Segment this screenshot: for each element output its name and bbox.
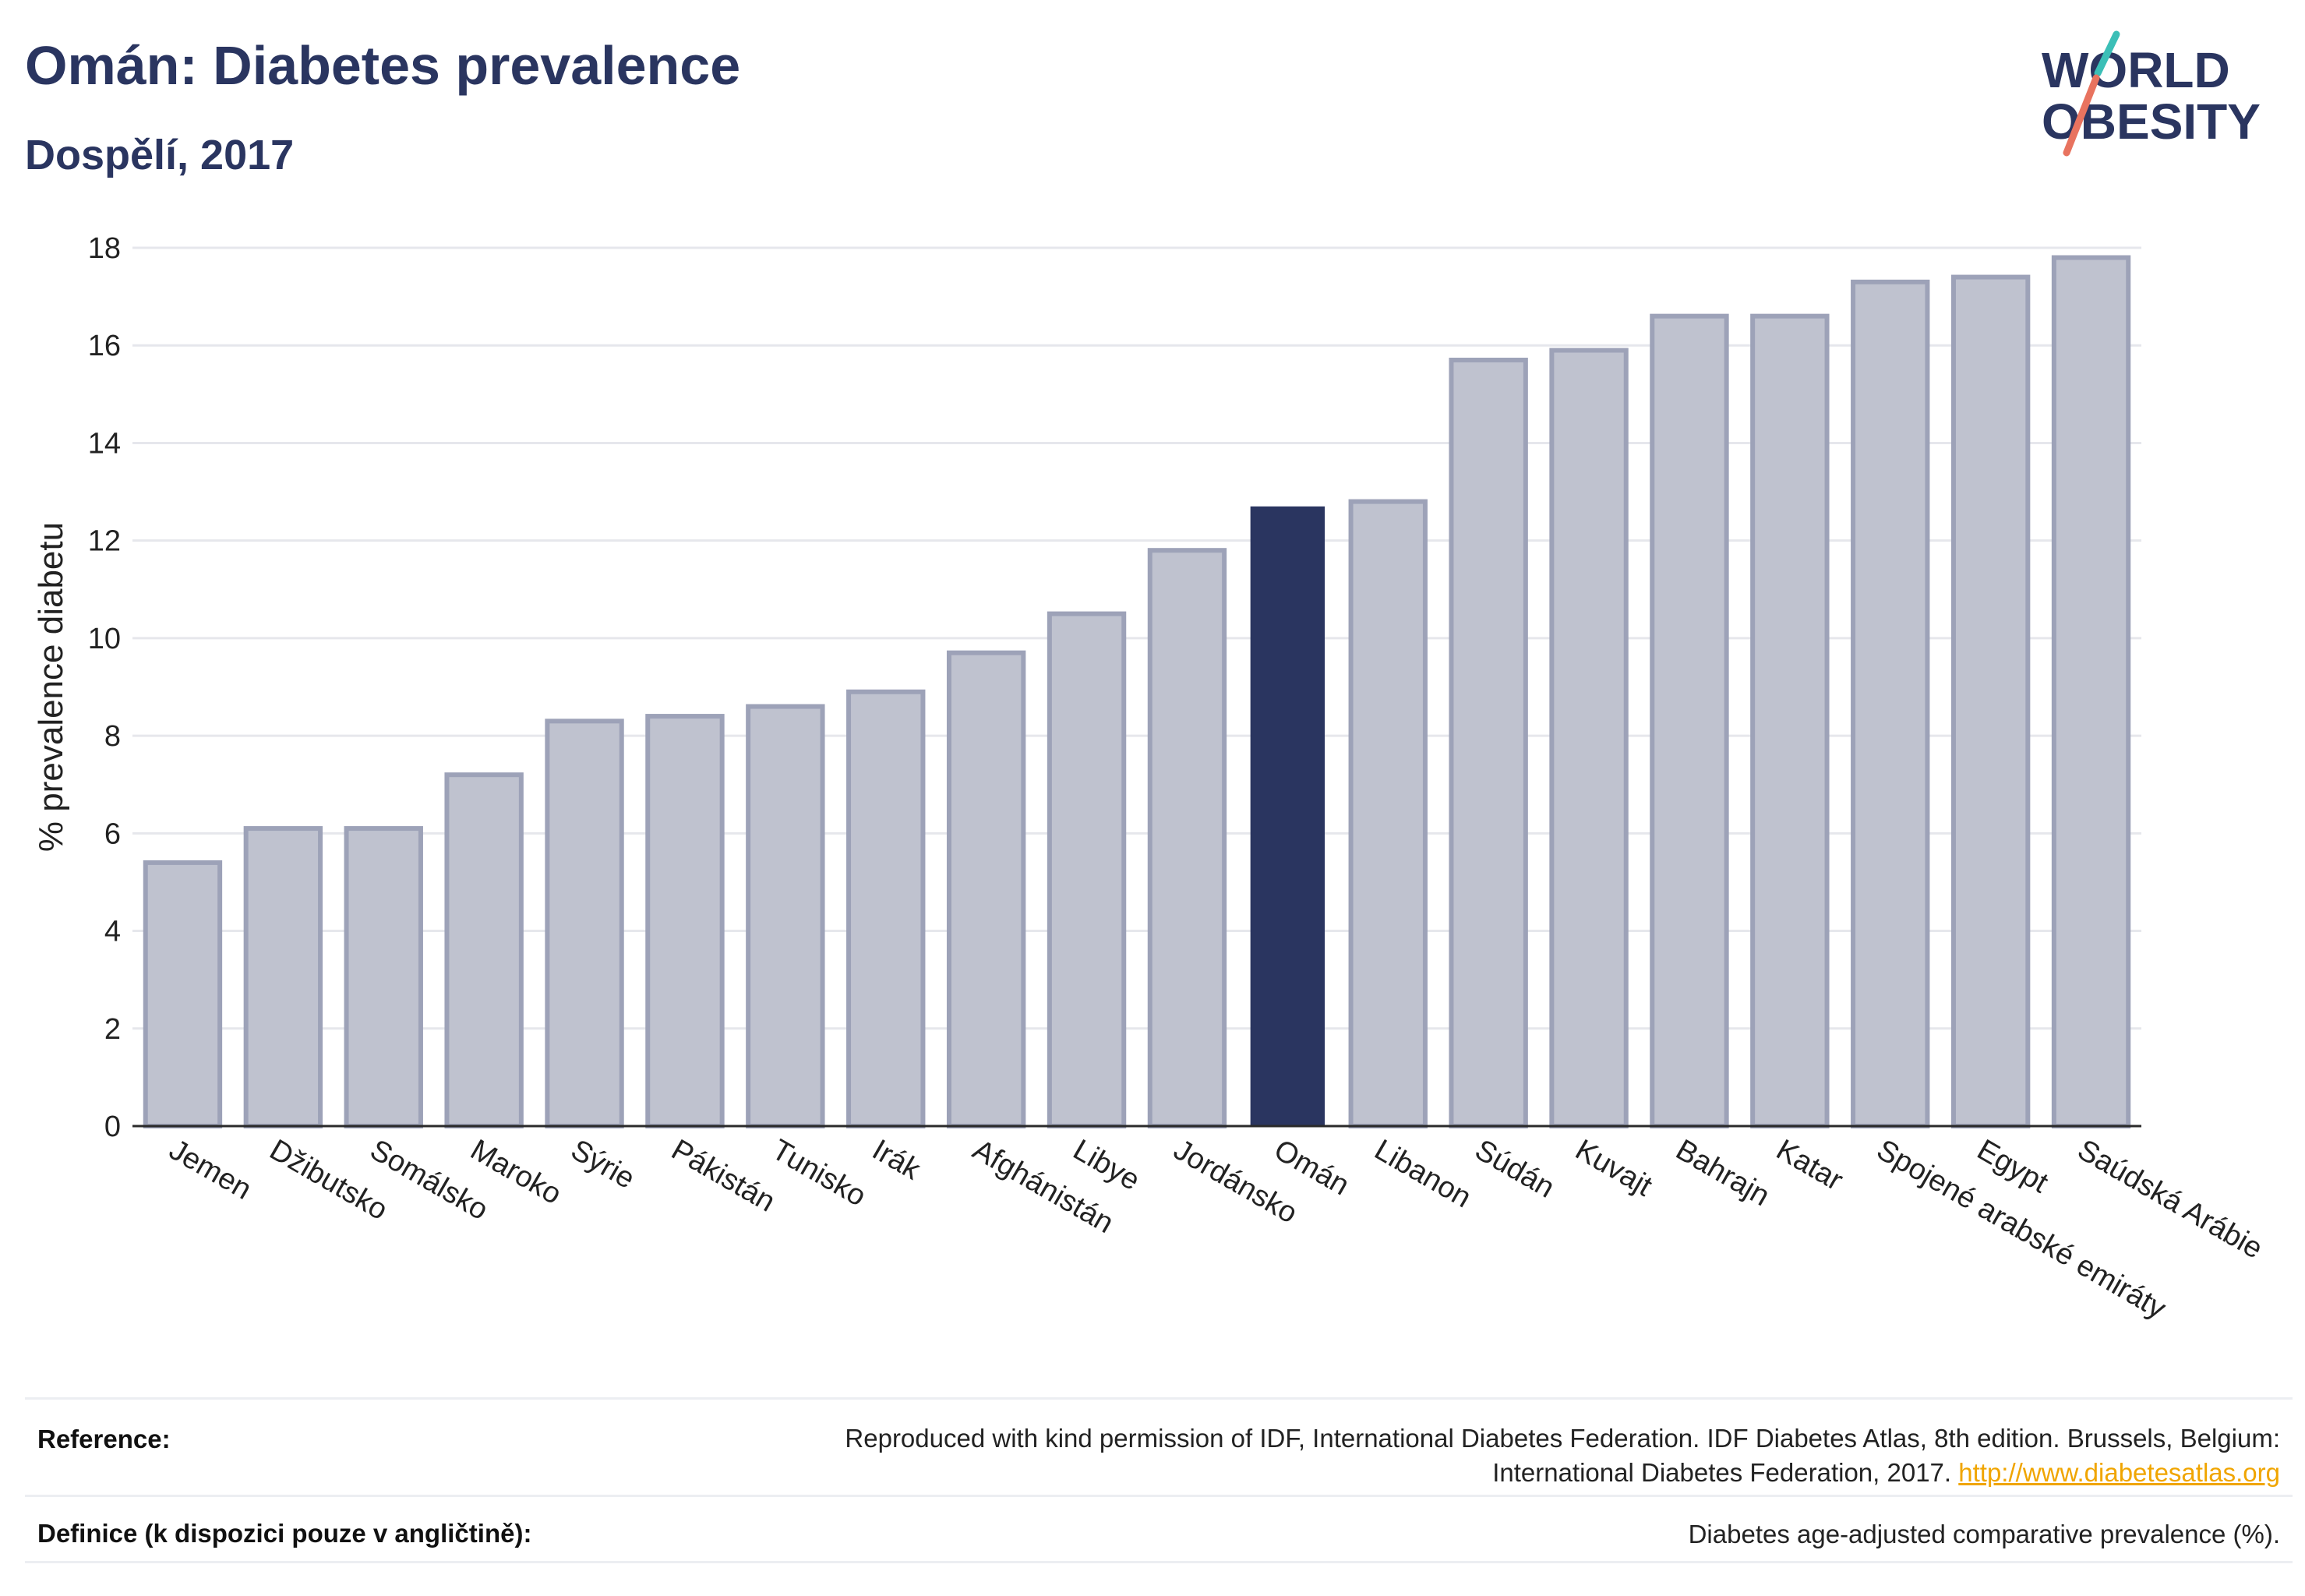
bar-Tunisko[interactable] [746, 704, 825, 1128]
bar-Irák[interactable] [846, 689, 926, 1128]
y-tick-label: 14 [88, 427, 121, 460]
bar-Somálsko[interactable] [344, 826, 423, 1129]
logo-slash-coral [2063, 74, 2100, 157]
world-obesity-logo: WORLD OBESITY [2042, 30, 2261, 157]
bar-Afghánistán[interactable] [946, 650, 1026, 1128]
reference-link[interactable]: http://www.diabetesatlas.org [1958, 1458, 2280, 1487]
bar-Omán[interactable] [1250, 506, 1325, 1126]
x-tick-label: Irák [867, 1133, 927, 1187]
y-tick-label: 0 [104, 1110, 121, 1143]
x-tick-label: Saúdská Arábie [2072, 1133, 2268, 1265]
bar-Egypt[interactable] [1950, 274, 2031, 1129]
x-tick-label: Libye [1068, 1133, 1145, 1197]
bar-Kuvajt[interactable] [1549, 348, 1629, 1128]
bar-Libanon[interactable] [1348, 499, 1428, 1128]
bar-Pákistán[interactable] [645, 714, 725, 1128]
reference-label: Reference: [37, 1425, 171, 1453]
x-tick-label: Tunisko [766, 1133, 871, 1213]
bars [143, 255, 2131, 1129]
bar-Sýrie[interactable] [545, 719, 624, 1128]
x-tick-label: Jemen [164, 1133, 257, 1206]
bar-Jordánsko[interactable] [1147, 548, 1227, 1128]
x-tick-label: Pákistán [665, 1133, 780, 1218]
reference-text: Reproduced with kind permission of IDF, … [845, 1421, 2280, 1490]
y-tick-label: 4 [104, 916, 121, 948]
bar-Jemen[interactable] [143, 860, 223, 1129]
y-tick-label: 18 [88, 232, 121, 265]
y-tick-label: 2 [104, 1013, 121, 1046]
grid-lines [132, 246, 2141, 1030]
chart-subtitle: Dospělí, 2017 [25, 132, 295, 178]
x-tick-label: Sýrie [566, 1133, 641, 1195]
bar-Katar[interactable] [1750, 313, 1830, 1129]
x-tick-label: Súdán [1470, 1133, 1560, 1204]
x-tick-label: Kuvajt [1570, 1133, 1658, 1202]
bar-Libye[interactable] [1047, 611, 1127, 1128]
y-tick-label: 16 [88, 330, 121, 362]
y-tick-label: 12 [88, 525, 121, 558]
footer-definition-row: Definice (k dispozici pouze v angličtině… [25, 1495, 2293, 1563]
bar-Saúdská Arábie[interactable] [2051, 255, 2131, 1128]
definition-label: Definice (k dispozici pouze v angličtině… [37, 1519, 532, 1548]
bar-Džibutsko[interactable] [243, 826, 323, 1129]
x-tick-label: Bahrajn [1670, 1133, 1774, 1213]
footer-reference-row: Reference: Reproduced with kind permissi… [25, 1397, 2293, 1495]
reference-line1: Reproduced with kind permission of IDF, … [845, 1424, 2280, 1453]
bar-Spojené arabské emiráty[interactable] [1851, 279, 1930, 1129]
y-axis-title: % prevalence diabetu [32, 522, 70, 852]
bar-Bahrajn[interactable] [1650, 313, 1729, 1129]
y-tick-label: 8 [104, 720, 121, 753]
logo-slash-teal [2094, 30, 2120, 77]
bar-Súdán[interactable] [1449, 358, 1528, 1128]
x-tick-label: Libanon [1369, 1133, 1477, 1214]
reference-line2: International Diabetes Federation, 2017. [1492, 1458, 1952, 1487]
x-tick-label: Katar [1770, 1133, 1848, 1197]
reference-line2-wrap: International Diabetes Federation, 2017.… [845, 1456, 2280, 1490]
bar-Maroko[interactable] [444, 772, 524, 1128]
chart-title: Omán: Diabetes prevalence [25, 35, 741, 96]
y-tick-label: 10 [88, 623, 121, 655]
y-tick-label: 6 [104, 817, 121, 850]
definition-text: Diabetes age-adjusted comparative preval… [1688, 1520, 2280, 1548]
logo-line1: WORLD [2042, 42, 2230, 98]
